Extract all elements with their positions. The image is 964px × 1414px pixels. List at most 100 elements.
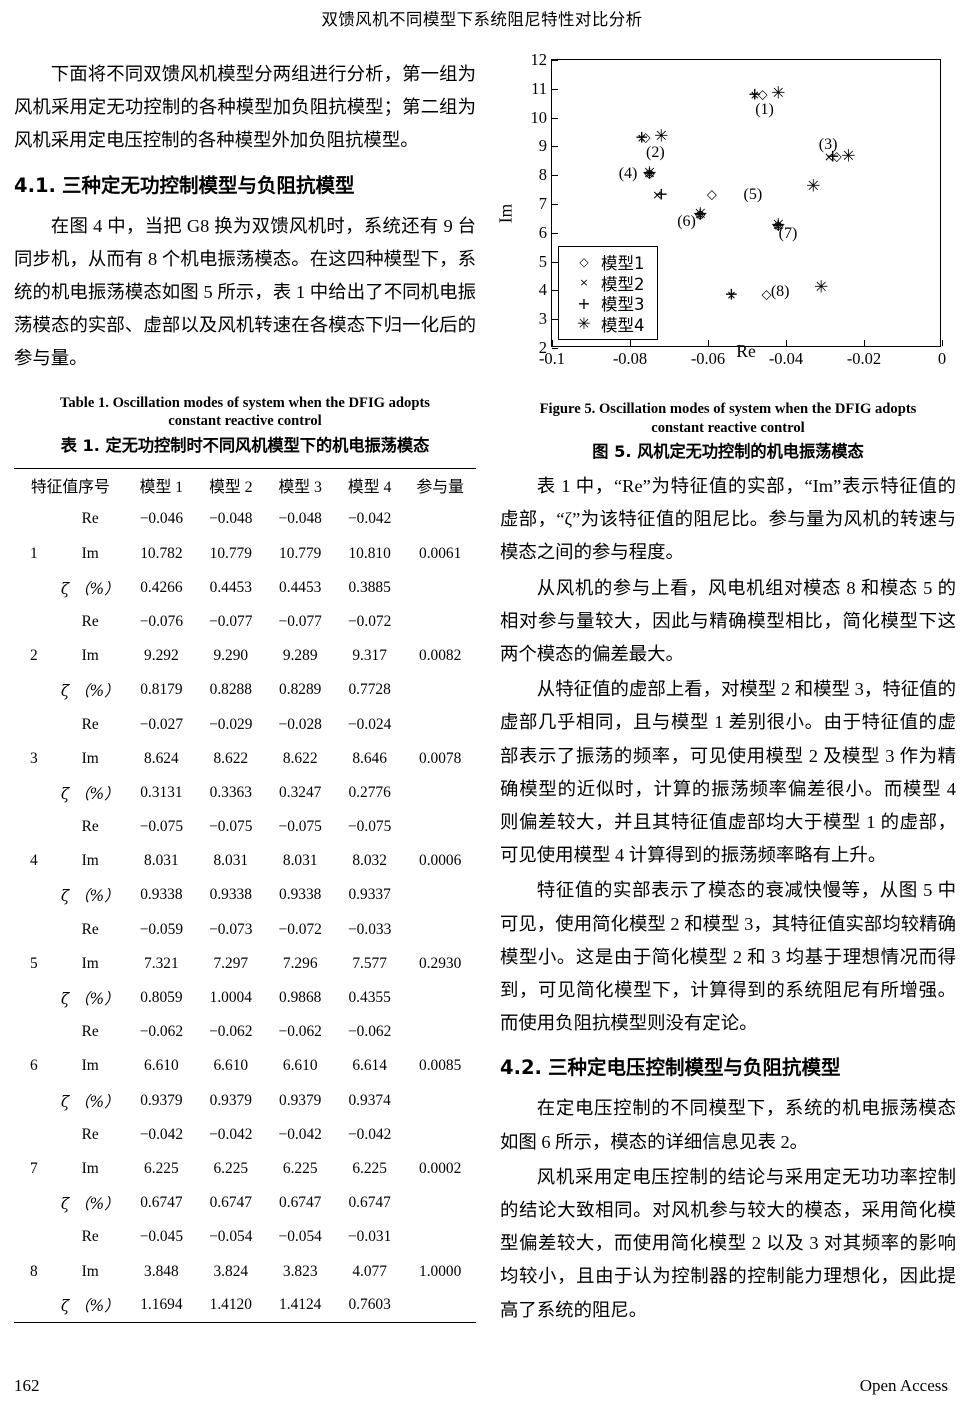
table-row: 1 Im 10.782 10.779 10.779 10.810 0.0061	[14, 537, 476, 571]
table-cell-value: 0.8289	[279, 681, 322, 699]
scatter-point: ✳	[693, 204, 708, 225]
table-cell-value: −0.042	[347, 1125, 392, 1143]
paragraph-4-2-body: 在定电压控制的不同模型下，系统的机电振荡模态如图 6 所示，模态的详细信息见表 …	[500, 1098, 956, 1152]
table-cell-mode-index	[14, 605, 54, 639]
y-tick-label: 3	[538, 309, 547, 329]
table-cell-participation	[404, 502, 476, 536]
legend-marker-icon: ✳	[577, 314, 591, 334]
table-row: ζ （%） 0.9338 0.9338 0.9338 0.9337	[14, 878, 476, 912]
x-tick-mark	[942, 340, 943, 346]
x-tick-mark	[864, 340, 865, 346]
table-cell-participation	[404, 1015, 476, 1049]
page-number: 162	[14, 1376, 40, 1395]
table-cell-quantity: Re	[81, 1228, 99, 1246]
y-tick-label: 12	[530, 50, 548, 69]
table-cell-quantity: ζ （%）	[60, 887, 120, 906]
table-cell-quantity: Im	[81, 1262, 99, 1280]
figure-caption-en-line1: Figure 5. Oscillation modes of system wh…	[539, 401, 917, 417]
table-cell-value: 6.610	[282, 1057, 318, 1075]
table-cell-participation: 1.0000	[419, 1262, 462, 1280]
table-cell-value: 7.297	[213, 954, 249, 972]
scatter-point: ✳	[813, 277, 829, 298]
mode-annotation: (2)	[646, 143, 665, 161]
table-cell-quantity: Im	[81, 852, 99, 870]
table-cell-value: 0.6747	[140, 1194, 183, 1212]
table-cell-mode-index	[14, 1186, 54, 1220]
table-cell-mode-index	[14, 502, 54, 536]
scatter-point: ◇	[757, 87, 768, 103]
mode-annotation: (3)	[818, 135, 838, 153]
table-cell-value: −0.048	[209, 510, 253, 528]
table-cell-value: 0.3885	[348, 578, 391, 596]
table-cell-value: 0.9338	[209, 886, 252, 904]
table-cell-mode-index: 5	[29, 954, 38, 972]
table-cell-quantity: Im	[81, 1057, 99, 1075]
scatter-point: ×	[652, 188, 663, 203]
y-tick-label: 4	[538, 280, 547, 300]
legend-item: + 模型3	[567, 293, 644, 315]
table-cell-value: −0.033	[347, 920, 392, 938]
section-title-4-1: 三种定无功控制模型与负阻抗模型	[61, 173, 355, 197]
table-cell-quantity: ζ （%）	[60, 1092, 120, 1111]
table-cell-value: 6.614	[352, 1057, 387, 1075]
table-cell-value: 7.296	[282, 954, 318, 972]
table-cell-value: 9.317	[352, 647, 387, 665]
table-cell-value: −0.077	[209, 612, 253, 630]
table-cell-value: 4.077	[352, 1262, 387, 1280]
table-cell-mode-index: 1	[29, 544, 38, 562]
table-cell-value: −0.062	[209, 1023, 253, 1041]
table-header-model4: 模型 4	[334, 467, 405, 503]
paragraph-participation: 从风机的参与上看，风电机组对模态 8 和模态 5 的相对参与量较大，因此与精确模…	[500, 577, 956, 665]
table-cell-value: 10.779	[209, 544, 252, 562]
y-tick-label: 6	[538, 222, 547, 242]
x-tick-label: -0.02	[846, 349, 882, 368]
plot-area: ◇ 模型1 × 模型2 + 模型3 ✳ 模型4 2 3 4 5 6 7 8 9 10 11 12 -0.1 -0.08…	[531, 50, 947, 368]
scatter-point: ◇	[831, 149, 842, 165]
table-cell-value: 0.4266	[140, 578, 183, 596]
table-cell-value: −0.029	[209, 715, 253, 733]
paragraph-real-part: 特征值的实部表示了模态的衰减快慢等，从图 5 中可见，使用简化模型 2 和模型 …	[500, 880, 956, 1034]
table-caption: Table 1. Oscillation modes of system whe…	[14, 394, 476, 458]
axis-label-y: Im	[495, 203, 516, 224]
y-tick-mark	[552, 175, 558, 177]
table-cell-value: 0.6747	[209, 1194, 252, 1212]
table-cell-value: 8.646	[352, 749, 387, 767]
table-header-index: 特征值序号	[14, 467, 127, 503]
table-row: ζ （%） 1.1694 1.4120 1.4124 0.7603	[14, 1288, 476, 1324]
table-cell-value: −0.062	[347, 1023, 392, 1041]
table-cell-participation	[404, 1220, 476, 1254]
scatter-point: ✳	[771, 83, 786, 104]
scatter-point: ✳	[642, 163, 657, 184]
table-row: 7 Im 6.225 6.225 6.225 6.225 0.0002	[14, 1152, 476, 1186]
table-row: ζ （%） 0.8059 1.0004 0.9868 0.4355	[14, 981, 476, 1015]
table-cell-value: 10.810	[348, 544, 391, 562]
table-cell-quantity: Im	[81, 544, 99, 562]
table-cell-value: 0.4355	[348, 989, 391, 1007]
y-tick-label: 10	[530, 107, 548, 127]
y-tick-mark	[552, 60, 558, 61]
table-cell-participation	[404, 913, 476, 947]
scatter-point: +	[747, 84, 762, 105]
table-cell-value: 8.031	[144, 852, 179, 870]
table-cell-value: 0.6747	[348, 1194, 391, 1212]
legend-item: ✳ 模型4	[567, 314, 644, 335]
legend-label: 模型1	[601, 254, 645, 274]
table-cell-mode-index	[14, 981, 54, 1015]
table-cell-value: 6.610	[213, 1057, 249, 1075]
table-cell-value: 6.225	[144, 1159, 179, 1177]
y-tick-mark	[552, 204, 558, 205]
table-cell-value: 8.031	[282, 852, 318, 870]
scatter-point: +	[724, 284, 739, 305]
table-cell-participation: 0.0061	[419, 544, 462, 562]
table-cell-mode-index: 4	[29, 852, 38, 870]
table-cell-value: 1.4120	[196, 1288, 266, 1324]
table-cell-value: −0.054	[209, 1228, 253, 1246]
section-heading-4-2: 4.2. 三种定电压控制模型与负阻抗模型	[500, 1054, 956, 1082]
table-row: 4 Im 8.031 8.031 8.031 8.032 0.0006	[14, 844, 476, 878]
table-cell-value: −0.027	[139, 715, 184, 733]
table-cell-participation	[404, 673, 476, 707]
scatter-point: +	[693, 204, 708, 225]
table-cell-value: 0.9338	[279, 886, 322, 904]
table-row: 8 Im 3.848 3.824 3.823 4.077 1.0000	[14, 1254, 476, 1288]
table-cell-value: 0.8179	[140, 681, 183, 699]
